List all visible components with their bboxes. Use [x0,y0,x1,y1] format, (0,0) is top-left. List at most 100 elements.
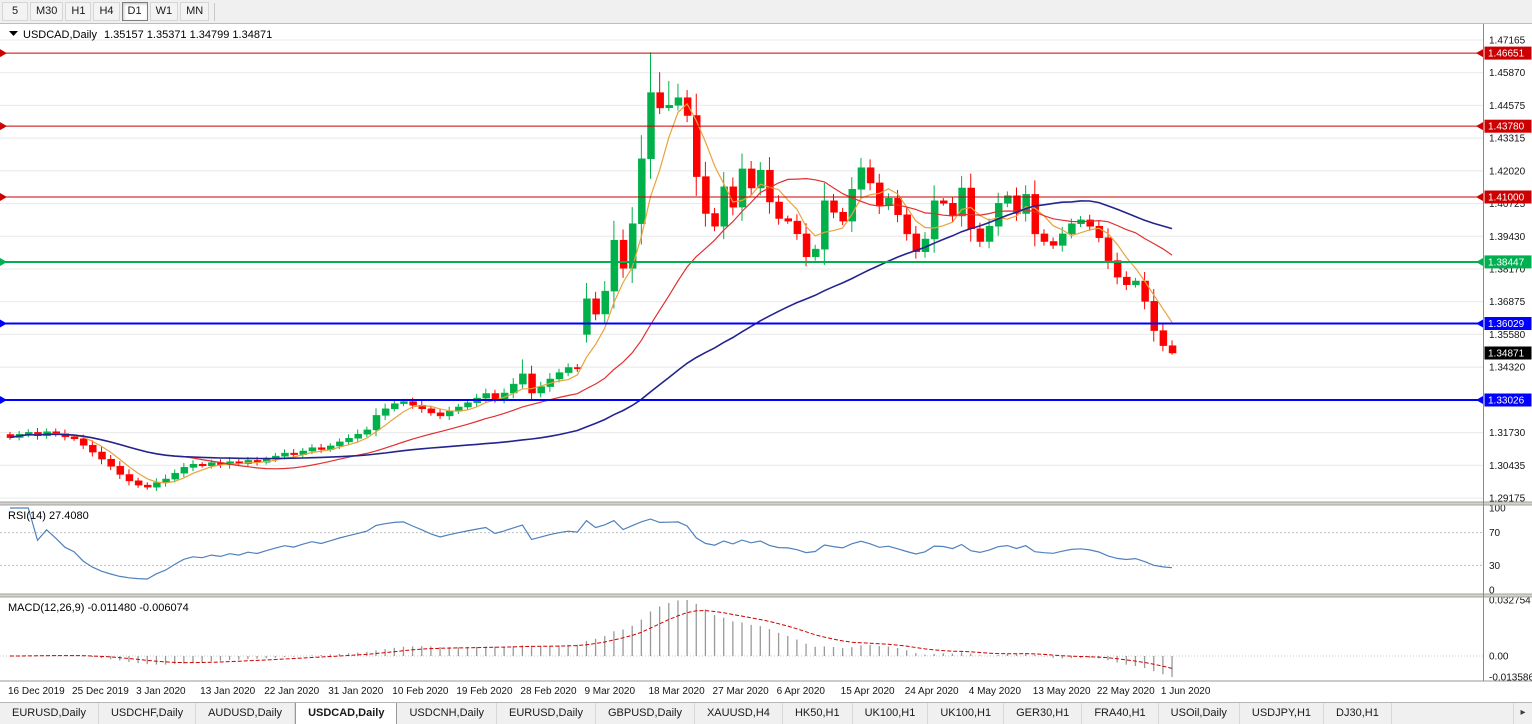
price-badge-label: 1.41000 [1488,193,1525,204]
price-tick: 1.45870 [1489,68,1526,79]
symbol-tab-dj30-h1[interactable]: DJ30,H1 [1324,703,1392,724]
date-label: 22 Jan 2020 [264,686,319,697]
price-tick: 1.31730 [1489,428,1526,439]
price-tick: 1.30435 [1489,461,1526,472]
timeframe-button-mn[interactable]: MN [180,2,210,21]
rsi-tick: 100 [1489,504,1506,515]
price-badge [1484,119,1532,133]
symbol-tab-fra40-h1[interactable]: FRA40,H1 [1082,703,1159,724]
symbol-tab-uk100-h1[interactable]: UK100,H1 [852,703,929,724]
rsi-tick: 70 [1489,528,1501,539]
rsi-tick: 30 [1489,561,1501,572]
date-axis: 16 Dec 2019 25 Dec 2019 3 Jan 2020 13 Jan 2… [8,686,1211,697]
price-badge-label: 1.43780 [1488,122,1525,133]
symbol-tab-eurusd-daily[interactable]: EURUSD,Daily [497,703,596,724]
ma-50-line [9,200,1173,460]
date-label: 24 Apr 2020 [905,686,959,697]
timeframe-button-m30[interactable]: M30 [30,2,64,21]
date-label: 22 May 2020 [1097,686,1155,697]
symbol-tab-usoil-daily[interactable]: USOil,Daily [1158,703,1240,724]
symbol-tab-eurusd-daily[interactable]: EURUSD,Daily [0,703,99,724]
date-label: 3 Jan 2020 [136,686,186,697]
price-tick: 1.44575 [1489,101,1526,112]
price-grid-layer [0,39,1484,499]
chart-region[interactable]: 100 70 30 0 0.032754 0.00 -0.013586 1.47165 1.… [0,24,1532,702]
date-label: 18 Mar 2020 [649,686,706,697]
date-label: 27 Mar 2020 [713,686,770,697]
ma-5-line [9,102,1173,484]
date-label: 28 Feb 2020 [520,686,577,697]
rsi-tick: 0 [1489,586,1495,597]
price-badge [1484,46,1532,60]
price-tick: 1.40725 [1489,199,1526,210]
symbol-tab-ger30-h1[interactable]: GER30,H1 [1004,703,1083,724]
price-badge [1484,393,1532,407]
price-tick: 1.43315 [1489,134,1526,145]
symbol-tab-gbpusd-daily[interactable]: GBPUSD,Daily [596,703,695,724]
timeframe-button-h1[interactable]: H1 [65,2,92,21]
price-axis: 1.47165 1.45870 1.44575 1.43315 1.42020 1.407… [1484,36,1532,505]
date-label: 10 Feb 2020 [392,686,449,697]
timeframe-toolbar: 5 M30 H1 H4 D1 W1 MN [0,0,1532,24]
price-badge-label: 1.38447 [1488,257,1525,268]
price-tick: 1.36875 [1489,297,1526,308]
symbol-tab-uk100-h1[interactable]: UK100,H1 [928,703,1005,724]
toolbar-separator [214,2,216,21]
price-badge [1484,190,1532,204]
date-label: 25 Dec 2019 [72,686,129,697]
date-label: 4 May 2020 [969,686,1022,697]
symbol-tab-usdcad-daily[interactable]: USDCAD,Daily [295,703,398,724]
chart-title: USDCAD,Daily 1.35157 1.35371 1.34799 1.34… [23,29,272,41]
moving-average-layer [9,102,1173,484]
macd-tick: -0.013586 [1489,673,1532,684]
timeframe-button-d1[interactable]: D1 [121,2,148,21]
rsi-indicator-label: RSI(14) 27.4080 [8,510,89,522]
symbol-tab-audusd-daily[interactable]: AUDUSD,Daily [196,703,296,724]
price-badge-label: 1.36029 [1488,319,1525,330]
date-label: 13 May 2020 [1033,686,1091,697]
price-badge [1484,346,1532,360]
price-tick: 1.29175 [1489,494,1526,505]
timeframe-button-h4[interactable]: H4 [93,2,120,21]
chart-ohlc-readout: 1.35157 1.35371 1.34799 1.34871 [104,29,272,41]
price-tick: 1.42020 [1489,166,1526,177]
price-badge-label: 1.33026 [1488,396,1525,407]
chart-dropdown-icon[interactable] [9,31,18,36]
price-tick: 1.34320 [1489,363,1526,374]
macd-tick: 0.00 [1489,651,1509,662]
macd-indicator-label: MACD(12,26,9) -0.011480 -0.006074 [8,602,189,614]
symbol-tab-usdjpy-h1[interactable]: USDJPY,H1 [1239,703,1325,724]
symbol-tab-usdchf-daily[interactable]: USDCHF,Daily [98,703,197,724]
price-tick: 1.39430 [1489,232,1526,243]
date-label: 31 Jan 2020 [328,686,383,697]
symbol-tab-usdcnh-daily[interactable]: USDCNH,Daily [397,703,498,724]
date-label: 15 Apr 2020 [841,686,895,697]
date-label: 19 Feb 2020 [456,686,513,697]
price-tick: 1.38170 [1489,265,1526,276]
timeframe-button-w1[interactable]: W1 [149,2,179,21]
price-badge-label: 1.34871 [1488,349,1525,360]
price-badge-label: 1.46651 [1488,49,1525,60]
macd-pane: 0.032754 0.00 -0.013586 [0,596,1532,684]
symbol-tab-hk50-h1[interactable]: HK50,H1 [782,703,853,724]
macd-tick: 0.032754 [1489,596,1531,607]
macd-signal-line [10,610,1173,669]
date-label: 6 Apr 2020 [777,686,826,697]
timeframe-button-5[interactable]: 5 [2,2,28,21]
horizontal-level-lines[interactable] [0,49,1484,404]
price-badge [1484,255,1532,269]
date-label: 16 Dec 2019 [8,686,65,697]
tab-scroll-right-icon[interactable]: ▸ [1513,703,1532,724]
date-label: 13 Jan 2020 [200,686,255,697]
pane-frames-layer [0,24,1532,682]
chart-symbol-label: USDCAD,Daily [23,29,97,41]
symbol-tab-xauusd-h4[interactable]: XAUUSD,H4 [694,703,783,724]
date-label: 1 Jun 2020 [1161,686,1211,697]
rsi-pane: 100 70 30 0 [0,504,1506,597]
ma-20-line [9,177,1173,470]
chart-tabbar: EURUSD,Daily USDCHF,Daily AUDUSD,Daily USDC… [0,702,1532,724]
price-tick: 1.47165 [1489,36,1526,47]
date-label: 9 Mar 2020 [584,686,635,697]
